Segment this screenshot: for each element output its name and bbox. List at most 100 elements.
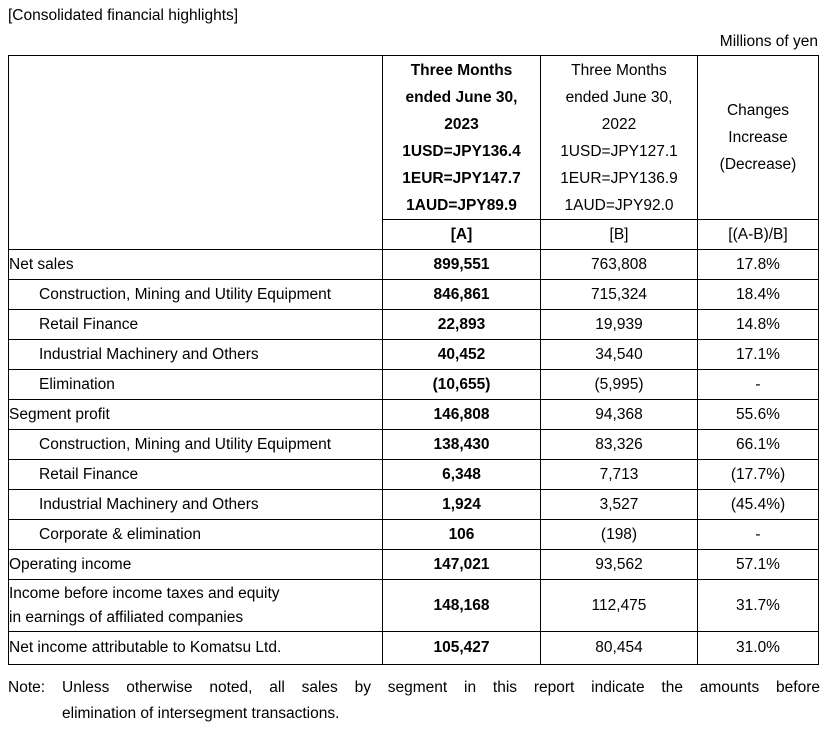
period-b-rate: 1AUD=JPY92.0	[564, 196, 674, 214]
period-a-line: ended June 30,	[405, 88, 518, 106]
row-label: Net sales	[8, 249, 383, 280]
table-row-net-income: Net income attributable to Komatsu Ltd. …	[8, 631, 819, 665]
value-a: (10,655)	[382, 369, 541, 400]
financial-highlights-table: Three Months ended June 30, 2023 1USD=JP…	[8, 55, 819, 665]
changes-header-line: Changes	[726, 102, 790, 119]
table-row: Industrial Machinery and Others 40,452 3…	[8, 339, 819, 370]
row-label: Construction, Mining and Utility Equipme…	[8, 279, 383, 310]
value-b: 7,713	[540, 459, 698, 490]
value-b: 19,939	[540, 309, 698, 340]
change-value: -	[697, 369, 819, 400]
change-value: 66.1%	[697, 429, 819, 460]
row-label: Retail Finance	[8, 309, 383, 340]
row-label: Industrial Machinery and Others	[8, 339, 383, 370]
change-value: 17.1%	[697, 339, 819, 370]
table-row: Industrial Machinery and Others 1,924 3,…	[8, 489, 819, 520]
note-text-line: Unless otherwise noted, all sales by seg…	[62, 679, 820, 696]
units-label: Millions of yen	[719, 33, 818, 50]
value-a: 138,430	[382, 429, 541, 460]
row-label: Segment profit	[8, 399, 383, 430]
table-row-income-before-taxes: Income before income taxes and equity in…	[8, 579, 819, 632]
value-a: 40,452	[382, 339, 541, 370]
value-b: 3,527	[540, 489, 698, 520]
period-b-line: Three Months	[571, 61, 667, 79]
value-b: (5,995)	[540, 369, 698, 400]
period-a-header: Three Months ended June 30, 2023 1USD=JP…	[382, 55, 541, 220]
period-a-line: Three Months	[410, 61, 513, 79]
value-a: 899,551	[382, 249, 541, 280]
value-b: 83,326	[540, 429, 698, 460]
change-value: 17.8%	[697, 249, 819, 280]
note-label: Note:	[8, 679, 46, 696]
row-label: Retail Finance	[8, 459, 383, 490]
row-label: Elimination	[8, 369, 383, 400]
row-label: Net income attributable to Komatsu Ltd.	[8, 631, 383, 665]
row-label-line: Income before income taxes and equity	[9, 584, 280, 602]
value-a: 846,861	[382, 279, 541, 310]
change-value: 55.6%	[697, 399, 819, 430]
period-a-rate: 1AUD=JPY89.9	[406, 196, 517, 214]
period-b-line: ended June 30,	[565, 88, 673, 106]
row-label: Operating income	[8, 549, 383, 580]
value-a: 1,924	[382, 489, 541, 520]
table-row: Corporate & elimination 106 (198) -	[8, 519, 819, 550]
period-a-rate: 1USD=JPY136.4	[402, 142, 521, 160]
changes-header-line: Increase	[728, 129, 788, 146]
header-label-cell	[8, 55, 383, 250]
value-a: 148,168	[382, 579, 541, 632]
change-value: 18.4%	[697, 279, 819, 310]
page-title: [Consolidated financial highlights]	[8, 7, 239, 24]
period-b-rate: 1USD=JPY127.1	[560, 142, 678, 160]
ref-a: [A]	[382, 219, 541, 250]
ref-formula: [(A-B)/B]	[697, 219, 819, 250]
table-header-row: Three Months ended June 30, 2023 1USD=JP…	[8, 55, 819, 250]
table-row: Elimination (10,655) (5,995) -	[8, 369, 819, 400]
value-b: 34,540	[540, 339, 698, 370]
period-b-header: Three Months ended June 30, 2022 1USD=JP…	[540, 55, 698, 220]
row-label: Industrial Machinery and Others	[8, 489, 383, 520]
period-b-rate: 1EUR=JPY136.9	[560, 169, 678, 187]
table-row: Construction, Mining and Utility Equipme…	[8, 429, 819, 460]
note-text: Unless otherwise noted, all sales by seg…	[62, 675, 820, 727]
change-value: 31.7%	[697, 579, 819, 632]
value-b: 763,808	[540, 249, 698, 280]
value-b: 94,368	[540, 399, 698, 430]
changes-header: Changes Increase (Decrease)	[697, 55, 819, 220]
value-a: 106	[382, 519, 541, 550]
row-label-line: in earnings of affiliated companies	[9, 608, 244, 626]
note: Note: Unless otherwise noted, all sales …	[8, 675, 820, 727]
row-label: Income before income taxes and equity in…	[8, 579, 383, 632]
table-row: Retail Finance 22,893 19,939 14.8%	[8, 309, 819, 340]
value-a: 22,893	[382, 309, 541, 340]
ref-b: [B]	[540, 219, 698, 250]
value-b: 715,324	[540, 279, 698, 310]
value-a: 146,808	[382, 399, 541, 430]
table-subheader-row: [A] [B] [(A-B)/B]	[9, 219, 819, 250]
table-row: Retail Finance 6,348 7,713 (17.7%)	[8, 459, 819, 490]
value-b: 112,475	[540, 579, 698, 632]
value-b: (198)	[540, 519, 698, 550]
change-value: (45.4%)	[697, 489, 819, 520]
value-a: 105,427	[382, 631, 541, 665]
table-row-net-sales: Net sales 899,551 763,808 17.8%	[8, 249, 819, 280]
change-value: 57.1%	[697, 549, 819, 580]
table-row-segment-profit: Segment profit 146,808 94,368 55.6%	[8, 399, 819, 430]
row-label: Corporate & elimination	[8, 519, 383, 550]
note-text-line: elimination of intersegment transactions…	[62, 705, 340, 722]
change-value: -	[697, 519, 819, 550]
value-b: 80,454	[540, 631, 698, 665]
changes-header-line: (Decrease)	[719, 156, 797, 173]
value-a: 6,348	[382, 459, 541, 490]
change-value: 31.0%	[697, 631, 819, 665]
change-value: (17.7%)	[697, 459, 819, 490]
value-a: 147,021	[382, 549, 541, 580]
period-b-line: 2022	[601, 115, 637, 133]
period-a-rate: 1EUR=JPY147.7	[402, 169, 521, 187]
row-label: Construction, Mining and Utility Equipme…	[8, 429, 383, 460]
table-row: Construction, Mining and Utility Equipme…	[8, 279, 819, 310]
change-value: 14.8%	[697, 309, 819, 340]
period-a-line: 2023	[444, 115, 479, 133]
table-row-operating-income: Operating income 147,021 93,562 57.1%	[8, 549, 819, 580]
value-b: 93,562	[540, 549, 698, 580]
